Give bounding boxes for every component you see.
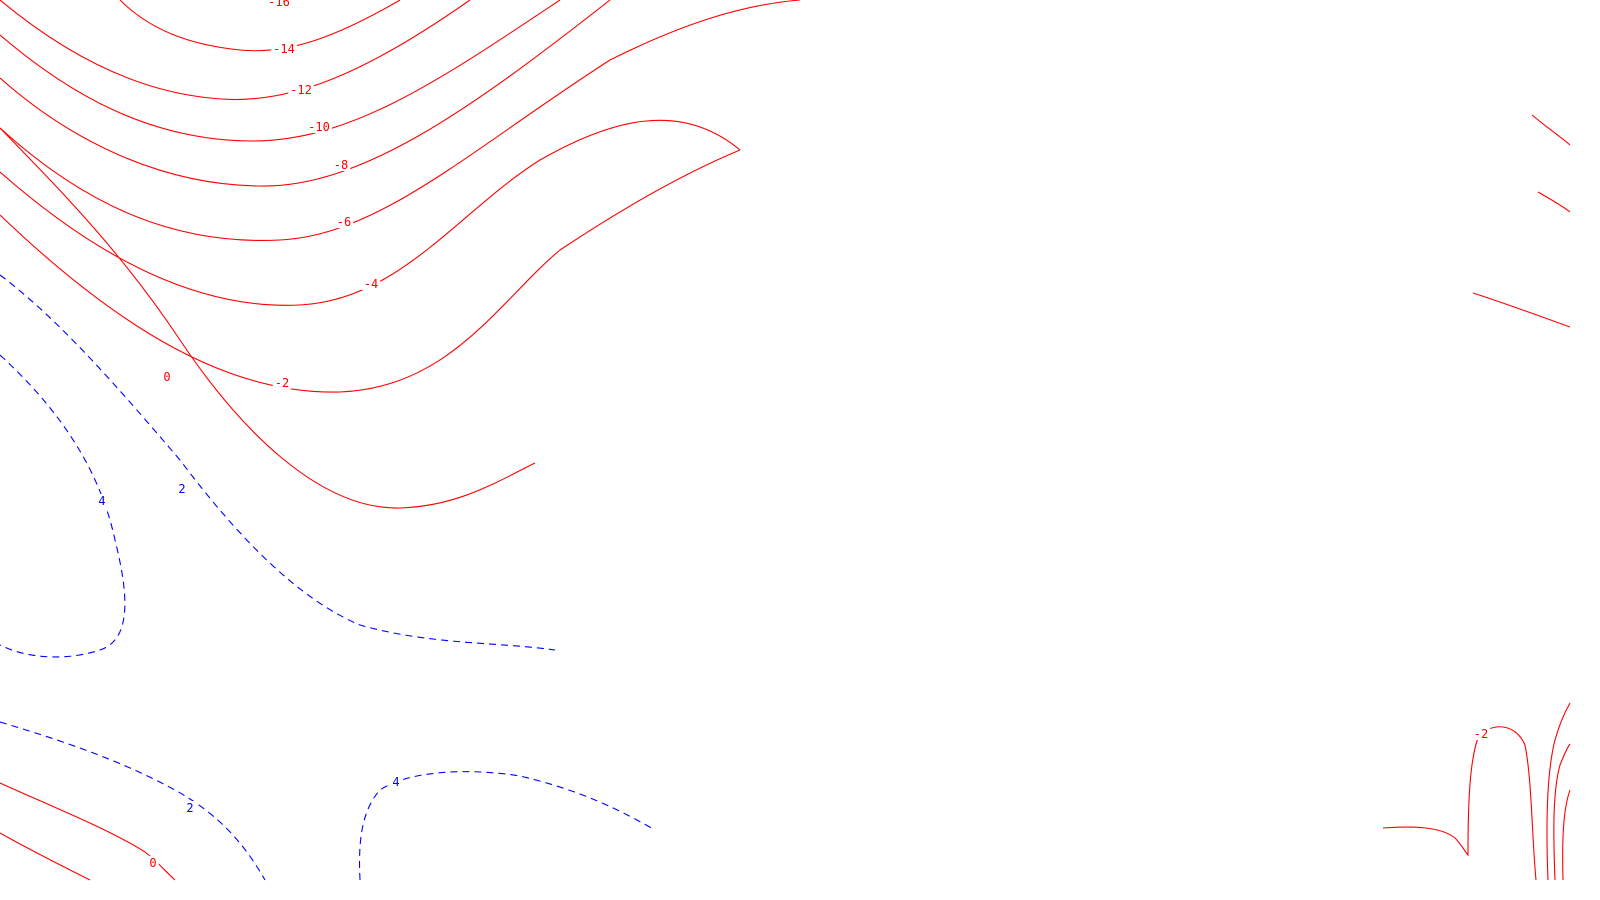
label-minus8: -8 xyxy=(331,158,351,172)
isoline-minus2-lower-left xyxy=(0,832,91,881)
isoline-minus16 xyxy=(119,0,401,52)
isoline-plus4-left xyxy=(0,354,126,658)
contour-label-text: -16 xyxy=(268,0,290,9)
contour-label-text: -6 xyxy=(337,215,351,229)
label-background xyxy=(266,0,292,8)
label-plus2: 2 xyxy=(176,482,188,496)
label-plus4-lower: 4 xyxy=(390,775,402,789)
contour-label-text: 2 xyxy=(186,801,193,815)
contour-lines xyxy=(0,0,1571,881)
isoline-minus12 xyxy=(0,0,561,142)
isoline-minus2-lower-right-b xyxy=(1546,702,1571,881)
isoline-plus2-upper xyxy=(0,274,556,651)
contour-label-text: -12 xyxy=(290,83,312,97)
label-minus16: -16 xyxy=(266,0,292,9)
label-minus10: -10 xyxy=(306,120,332,134)
label-background xyxy=(288,83,314,96)
label-plus4: 4 xyxy=(96,494,108,508)
label-background xyxy=(96,494,108,507)
label-background xyxy=(184,801,196,814)
contour-label-text: -4 xyxy=(364,277,378,291)
isoline-zero-lower xyxy=(0,782,176,881)
isoline-minus6 xyxy=(0,119,741,306)
label-zero-lower: 0 xyxy=(147,856,159,870)
contour-label-text: 0 xyxy=(163,370,170,384)
contour-label-text: 4 xyxy=(98,494,105,508)
contour-labels: -16 -14 -12 -10 -8 -6 -4 -2 0 2 4 2 0 4 -2 xyxy=(96,0,1491,870)
label-minus2: -2 xyxy=(272,376,292,390)
label-minus4: -4 xyxy=(361,277,381,291)
contour-label-text: 4 xyxy=(392,775,399,789)
contour-label-text: 2 xyxy=(178,482,185,496)
label-background xyxy=(331,158,351,171)
contour-label-text: 0 xyxy=(149,856,156,870)
contour-label-text: -14 xyxy=(273,42,295,56)
label-background xyxy=(390,775,402,788)
label-background xyxy=(161,370,173,383)
label-background xyxy=(272,376,292,389)
isoline-minus-upper-right-a xyxy=(1531,114,1571,146)
label-background xyxy=(306,120,332,133)
label-background xyxy=(1471,727,1491,740)
label-minus2-lower-right: -2 xyxy=(1471,727,1491,741)
label-minus12: -12 xyxy=(288,83,314,97)
contour-label-text: -10 xyxy=(308,120,330,134)
isoline-minus8 xyxy=(0,0,801,242)
isoline-minus4 xyxy=(0,149,741,393)
label-background xyxy=(361,277,381,290)
isoline-plus2-lower xyxy=(0,721,266,881)
isoline-minus14 xyxy=(0,0,471,101)
label-background xyxy=(334,215,354,228)
isoline-minus2-lower-right-c xyxy=(1553,743,1571,881)
label-minus6: -6 xyxy=(334,215,354,229)
contour-label-text: -8 xyxy=(334,158,348,172)
isoline-plus4-lower xyxy=(359,771,656,881)
isoline-minus2-lower-right-d xyxy=(1562,789,1571,881)
label-minus14: -14 xyxy=(271,42,297,56)
contour-label-text: -2 xyxy=(275,376,289,390)
isoline-minus-right xyxy=(1472,292,1571,328)
label-zero: 0 xyxy=(161,370,173,384)
label-background xyxy=(176,482,188,495)
isoline-minus-upper-right-b xyxy=(1537,191,1571,213)
label-background xyxy=(271,42,297,55)
contour-label-text: -2 xyxy=(1474,727,1488,741)
isoline-minus10 xyxy=(0,0,611,187)
label-background xyxy=(147,856,159,869)
isoline-zero-upper xyxy=(0,127,536,509)
label-plus2-lower: 2 xyxy=(184,801,196,815)
isoline-minus2-lower-right-a xyxy=(1382,726,1537,881)
